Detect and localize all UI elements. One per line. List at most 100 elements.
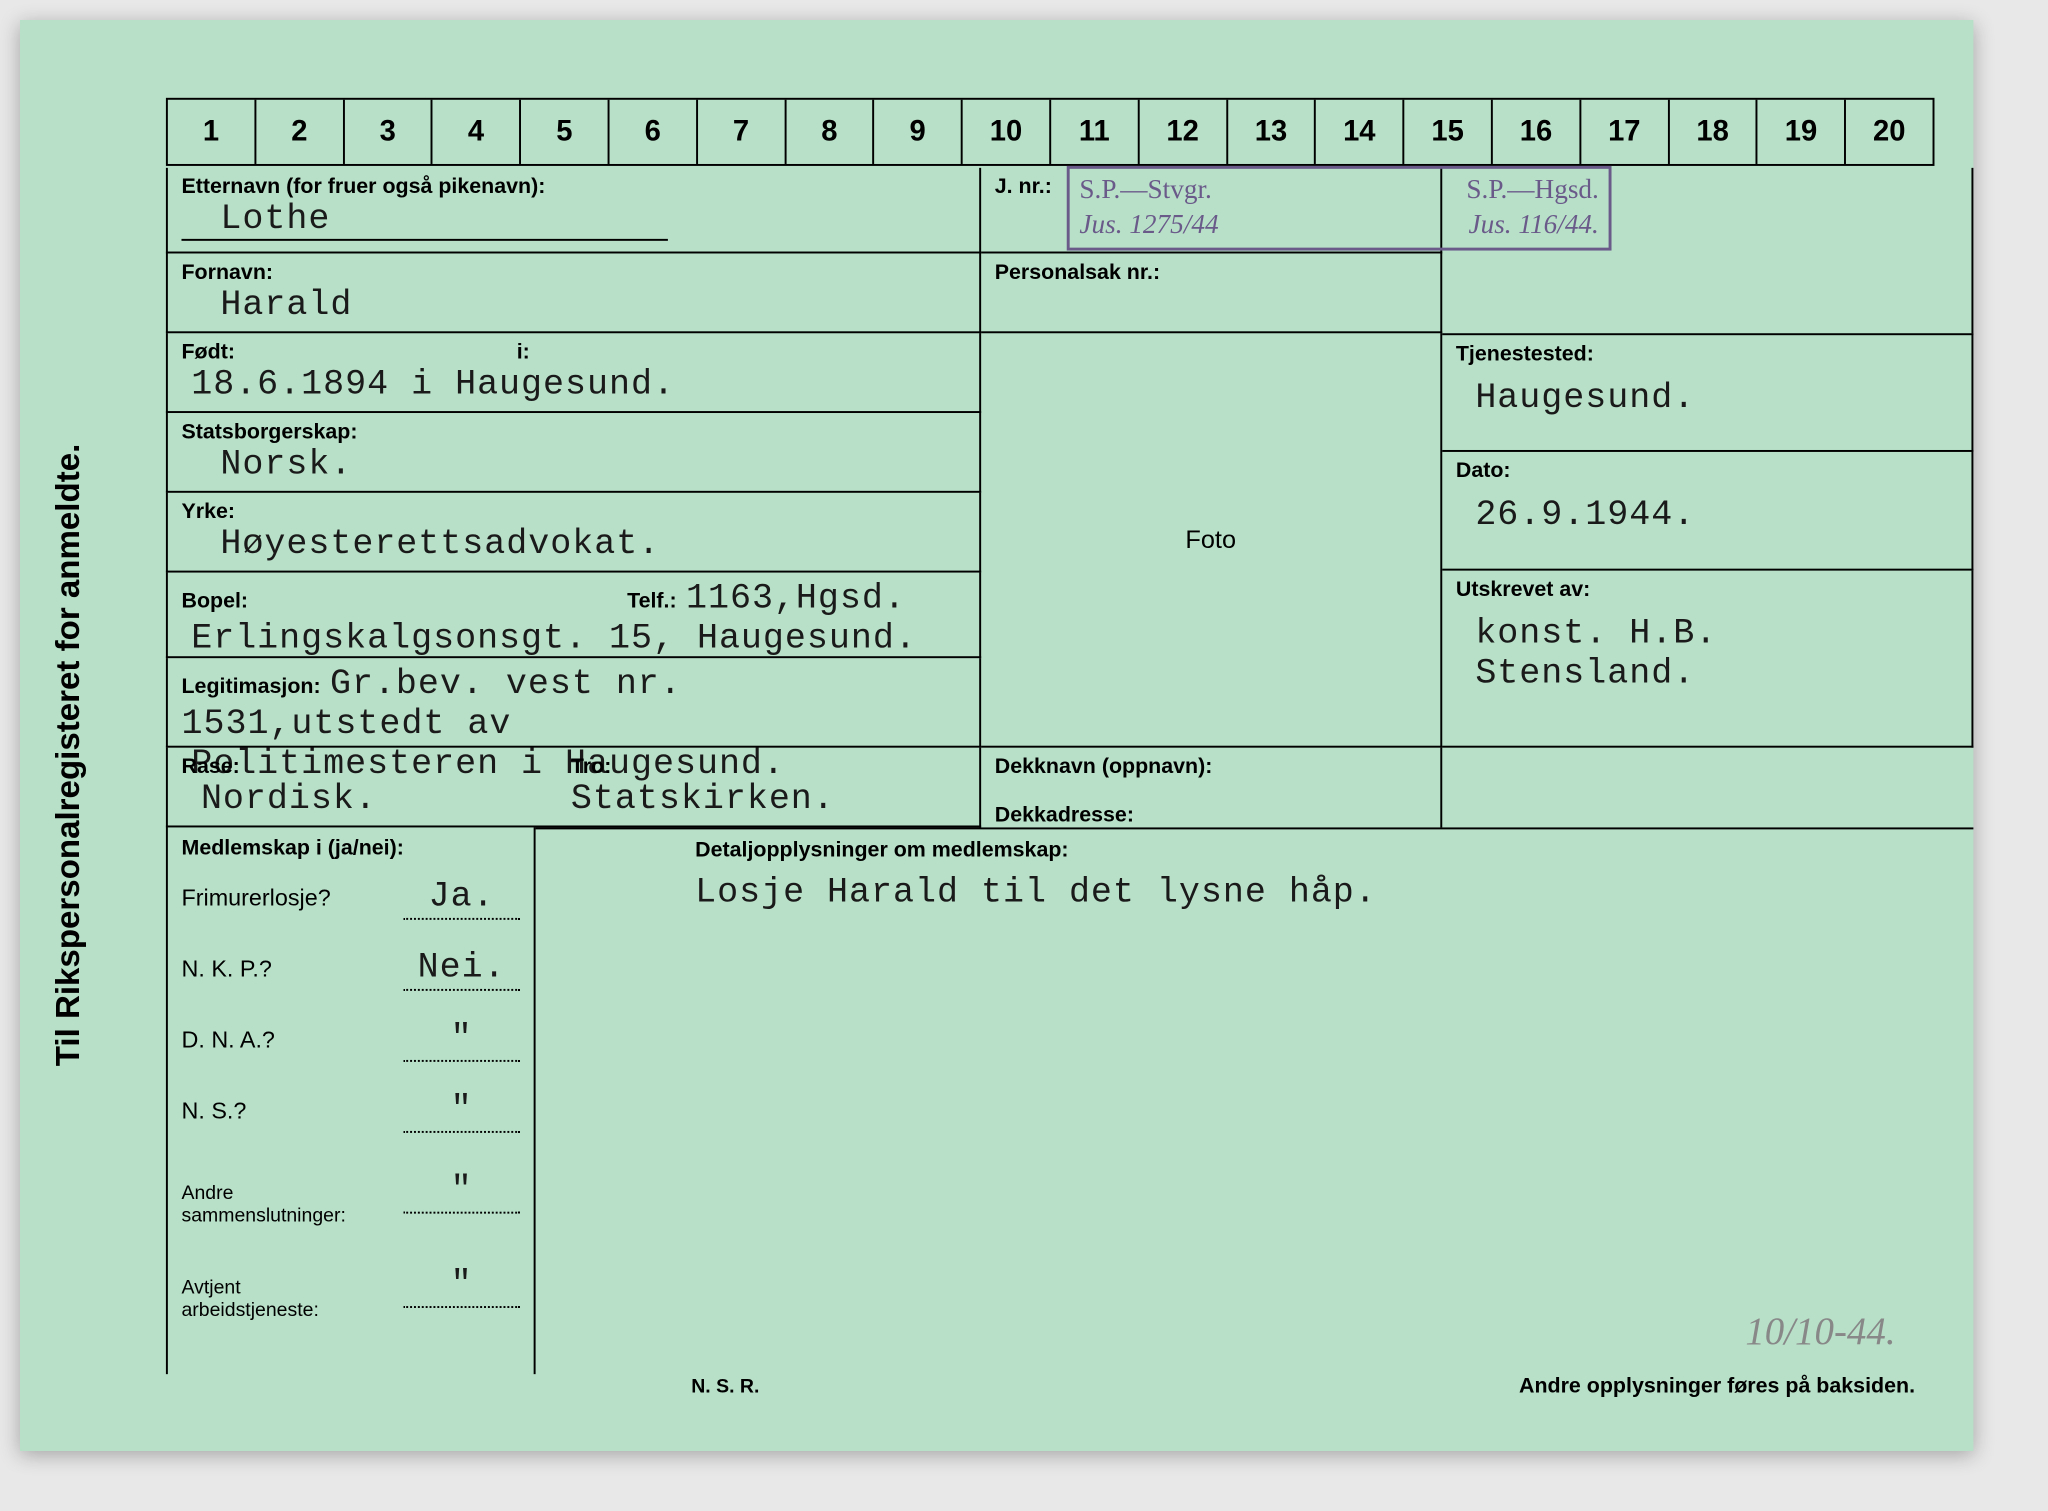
- registration-card: Til Rikspersonalregisteret for anmeldte.…: [20, 20, 1973, 1451]
- value-yrke: Høyesterettsadvokat.: [181, 524, 965, 564]
- label-jnr: J. nr.:: [995, 174, 1052, 198]
- row-frimurer: Frimurerlosje? Ja.: [181, 876, 520, 920]
- ruler-cell: 18: [1669, 100, 1757, 164]
- label-bopel: Bopel:: [181, 588, 248, 612]
- value-foto: Foto: [981, 333, 1440, 745]
- right-column: Tjenestested: Haugesund. Dato: 26.9.1944…: [1442, 168, 1973, 748]
- field-tjenestested: Tjenestested: Haugesund.: [1442, 333, 1973, 452]
- label-legitimasjon: Legitimasjon:: [181, 674, 320, 698]
- value-detalj: Losje Harald til det lysne håp.: [695, 872, 1960, 912]
- mid-column: J. nr.: Personalsak nr.: Foto Dekknavn (…: [981, 168, 1442, 828]
- ruler-cell: 9: [874, 100, 962, 164]
- pencil-note: 10/10-44.: [1745, 1308, 1895, 1354]
- ruler-cell: 15: [1404, 100, 1492, 164]
- ruler-cell: 5: [521, 100, 609, 164]
- field-fodt: Født: i: 18.6.1894 i Haugesund.: [166, 333, 981, 413]
- stamp-line2a: Jus. 1275/44: [1079, 208, 1218, 243]
- label-fodt: Født:: [181, 339, 234, 363]
- label-yrke: Yrke:: [181, 499, 965, 524]
- row-ns: N. S.? ": [181, 1089, 520, 1133]
- label-fodt-i: i:: [517, 339, 530, 363]
- ruler-cell: 3: [345, 100, 433, 164]
- field-statsborgerskap: Statsborgerskap: Norsk.: [166, 413, 981, 493]
- ruler-cell: 12: [1139, 100, 1227, 164]
- value-frimurer: Ja.: [403, 876, 520, 920]
- label-fornavn: Fornavn:: [181, 259, 965, 284]
- label-utskrevet: Utskrevet av:: [1456, 576, 1958, 601]
- label-etternavn: Etternavn (for fruer også pikenavn):: [181, 174, 965, 199]
- value-utskrevet2: Stensland.: [1456, 653, 1958, 693]
- field-personalsak: Personalsak nr.:: [981, 253, 1442, 333]
- value-etternavn: Lothe: [181, 199, 667, 241]
- label-statsborgerskap: Statsborgerskap:: [181, 419, 965, 444]
- value-nkp: Nei.: [403, 947, 520, 991]
- footer-note: Andre opplysninger føres på baksiden.: [1519, 1373, 1915, 1398]
- label-frimurer: Frimurerlosje?: [181, 885, 330, 912]
- field-bopel: Bopel: Telf.: 1163,Hgsd. Erlingskalgsons…: [166, 573, 981, 659]
- ruler-cell: 10: [963, 100, 1051, 164]
- ruler-cell: 20: [1846, 100, 1932, 164]
- label-andre-samm: Andre sammenslutninger:: [181, 1183, 345, 1228]
- value-utskrevet1: konst. H.B.: [1456, 613, 1958, 653]
- row-nkp: N. K. P.? Nei.: [181, 947, 520, 991]
- field-utskrevet: Utskrevet av: konst. H.B. Stensland.: [1442, 571, 1973, 748]
- label-dato: Dato:: [1456, 458, 1958, 483]
- ruler-cell: 11: [1051, 100, 1139, 164]
- value-tjenestested: Haugesund.: [1456, 378, 1958, 418]
- value-avtjent: ": [403, 1264, 520, 1308]
- ruler-cell: 7: [698, 100, 786, 164]
- label-nkp: N. K. P.?: [181, 956, 271, 983]
- ruler-cell: 14: [1316, 100, 1404, 164]
- label-dna: D. N. A.?: [181, 1027, 274, 1054]
- row-avtjent: Avtjent arbeidstjeneste: ": [181, 1264, 520, 1321]
- label-avtjent: Avtjent arbeidstjeneste:: [181, 1277, 318, 1322]
- value-andre-samm: ": [403, 1170, 520, 1214]
- ruler-cell: 8: [786, 100, 874, 164]
- field-fornavn: Fornavn: Harald: [166, 253, 981, 333]
- row-dna: D. N. A.? ": [181, 1018, 520, 1062]
- ruler-cell: 1: [168, 100, 256, 164]
- row-andre: Andre sammenslutninger: ": [181, 1170, 520, 1227]
- field-rase-tro: Rase: Nordisk. Tro: Statskirken.: [166, 748, 981, 828]
- label-ns: N. S.?: [181, 1098, 246, 1125]
- form-area: Etternavn (for fruer også pikenavn): Lot…: [166, 168, 1935, 1412]
- value-dna: ": [403, 1018, 520, 1062]
- field-legitimasjon: Legitimasjon: Gr.bev. vest nr. 1531,utst…: [166, 658, 981, 747]
- ruler-cell: 13: [1228, 100, 1316, 164]
- value-telf: 1163,Hgsd.: [686, 578, 906, 618]
- ruler-cell: 19: [1758, 100, 1846, 164]
- ruler-cell: 17: [1581, 100, 1669, 164]
- label-tro: Tro:: [571, 753, 966, 778]
- label-detalj: Detaljopplysninger om medlemskap:: [695, 837, 1960, 862]
- detail-section: Detaljopplysninger om medlemskap: Losje …: [536, 827, 1974, 919]
- value-rase: Nordisk.: [181, 779, 543, 819]
- field-yrke: Yrke: Høyesterettsadvokat.: [166, 493, 981, 573]
- vertical-title: Til Rikspersonalregisteret for anmeldte.: [50, 443, 88, 1066]
- number-ruler: 1 2 3 4 5 6 7 8 9 10 11 12 13 14 15 16 1…: [166, 98, 1935, 166]
- label-nsr: N. S. R.: [691, 1376, 759, 1398]
- membership-section: Medlemskap i (ja/nei): Frimurerlosje? Ja…: [166, 827, 536, 1374]
- label-medlemskap: Medlemskap i (ja/nei):: [181, 835, 520, 860]
- label-dekknavn: Dekknavn (oppnavn):: [995, 753, 1427, 778]
- field-foto: Foto: [981, 333, 1442, 747]
- label-tjenestested: Tjenestested:: [1456, 341, 1958, 366]
- stamp-line1b: S.P.—Hgsd.: [1466, 173, 1598, 208]
- label-dekkadresse: Dekkadresse:: [995, 802, 1427, 827]
- ruler-cell: 16: [1493, 100, 1581, 164]
- value-fodt: 18.6.1894 i Haugesund.: [181, 364, 965, 404]
- value-bopel: Erlingskalgsonsgt. 15, Haugesund.: [181, 618, 965, 658]
- value-dato: 26.9.1944.: [1456, 495, 1958, 535]
- label-telf: Telf.:: [627, 588, 677, 612]
- stamp-line2b: Jus. 116/44.: [1468, 208, 1598, 243]
- label-personalsak: Personalsak nr.:: [995, 259, 1427, 284]
- value-tro: Statskirken.: [571, 779, 966, 819]
- ruler-cell: 6: [610, 100, 698, 164]
- ruler-cell: 4: [433, 100, 521, 164]
- field-dekk: Dekknavn (oppnavn): Dekkadresse:: [981, 748, 1442, 828]
- value-fornavn: Harald: [181, 285, 965, 325]
- value-ns: ": [403, 1089, 520, 1133]
- ruler-cell: 2: [256, 100, 344, 164]
- field-etternavn: Etternavn (for fruer også pikenavn): Lot…: [166, 168, 981, 254]
- value-statsborgerskap: Norsk.: [181, 444, 965, 484]
- label-rase: Rase:: [181, 753, 543, 778]
